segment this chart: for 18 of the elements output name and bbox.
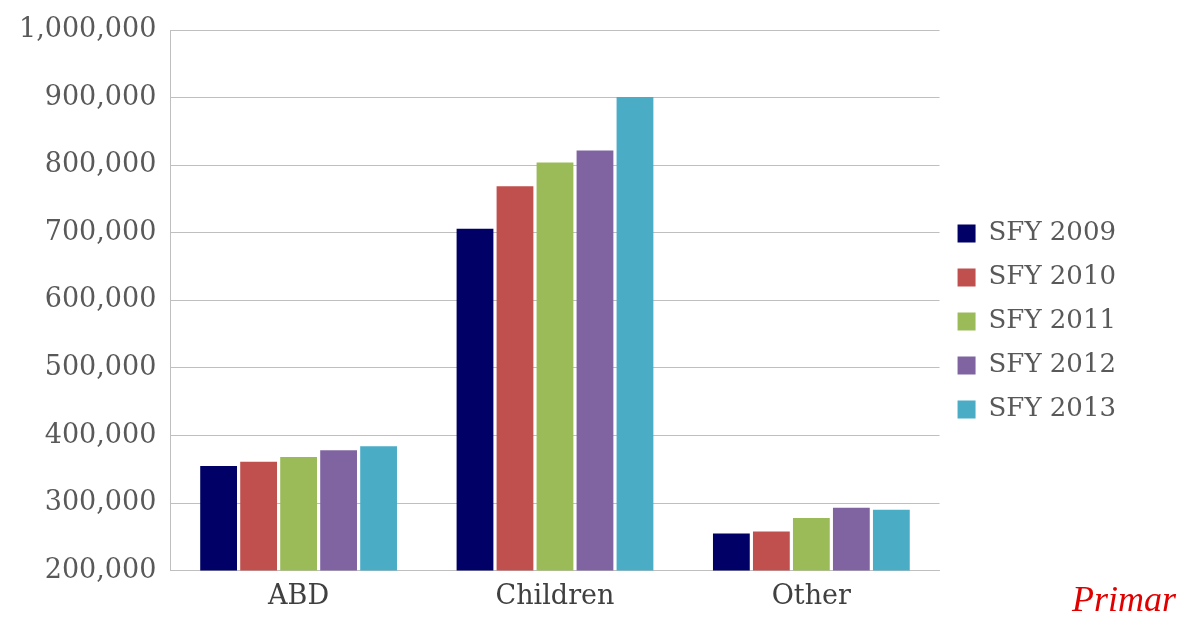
y-tick-label: 800,000: [44, 147, 157, 179]
y-tick-label: 700,000: [44, 214, 157, 246]
x-tick-label: Other: [771, 578, 852, 610]
legend-label: SFY 2011: [988, 304, 1116, 335]
y-tick-label: 300,000: [44, 485, 157, 517]
text: Primar: [1072, 578, 1177, 620]
y-tick-label: 200,000: [44, 552, 157, 584]
y-tick-label: 900,000: [44, 79, 157, 111]
legend-label: SFY 2012: [988, 348, 1116, 379]
legend-label: SFY 2010: [988, 260, 1116, 291]
y-tick-label: 500,000: [44, 349, 157, 381]
x-tick-label: ABD: [267, 578, 330, 610]
y-tick-label: 1,000,000: [18, 12, 157, 44]
legend-label: SFY 2013: [988, 392, 1116, 423]
x-tick-label: Children: [495, 578, 615, 610]
y-tick-label: 400,000: [44, 417, 157, 449]
legend-label: SFY 2009: [988, 216, 1116, 247]
y-tick-label: 600,000: [44, 282, 157, 314]
